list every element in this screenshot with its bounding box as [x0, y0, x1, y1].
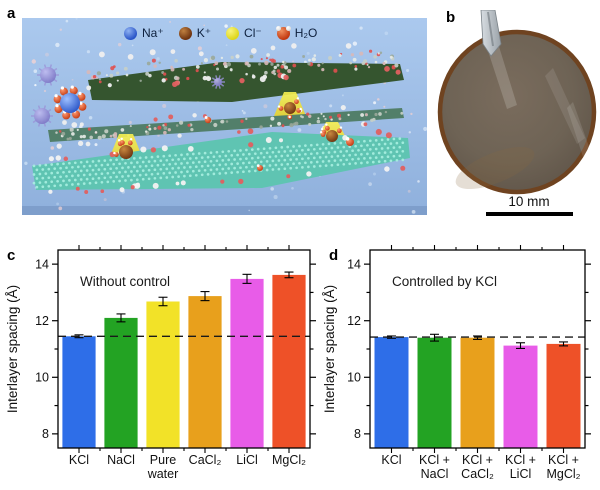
y-tick-label: 8 [42, 427, 49, 441]
x-category-label: LiCl [510, 467, 532, 481]
legend-label: Na⁺ [142, 26, 164, 40]
y-axis-label: Interlayer spacing (Å) [322, 285, 337, 413]
legend-item-k-ion: K⁺ [179, 26, 211, 40]
molecular-simulation-illustration [22, 18, 427, 215]
legend-label: H₂O [295, 26, 318, 40]
bars [62, 275, 305, 448]
x-category-label: KCl [381, 453, 401, 467]
hydrogen-atom-icon [276, 26, 281, 31]
bar-KCl +-CaCl₂ [461, 338, 495, 448]
bar-LiCl [230, 279, 263, 448]
y-tick-label: 10 [347, 371, 361, 385]
chart-title: Without control [80, 274, 170, 289]
cl-ion-icon [226, 27, 239, 40]
x-category-label: KCl + [419, 453, 450, 467]
panel-a-label: a [7, 6, 15, 21]
x-category-label: MgCl₂ [546, 467, 580, 481]
bar-KCl +-MgCl₂ [547, 344, 581, 448]
bar-Pure-water [146, 302, 179, 449]
hydrogen-atom-icon [286, 26, 291, 31]
y-tick-label: 12 [35, 314, 49, 328]
background-edge [22, 206, 427, 215]
x-category-label: KCl + [505, 453, 536, 467]
legend-label: Cl⁻ [244, 26, 262, 40]
bar-MgCl₂ [272, 275, 305, 448]
x-category-label: water [147, 467, 179, 481]
x-category-label: NaCl [107, 453, 135, 467]
bar-KCl [62, 336, 95, 448]
y-tick-label: 14 [347, 257, 361, 271]
chart-title: Controlled by KCl [392, 274, 497, 289]
scale-bar [486, 212, 573, 216]
bars [375, 337, 581, 448]
bar-KCl +-NaCl [418, 338, 452, 448]
bar-NaCl [104, 318, 137, 448]
y-tick-label: 10 [35, 371, 49, 385]
x-category-label: KCl + [548, 453, 579, 467]
bar-KCl +-LiCl [504, 346, 538, 448]
na-ion-icon [124, 27, 137, 40]
x-category-label: Pure [150, 453, 176, 467]
legend-label: K⁺ [197, 26, 211, 40]
legend-item-na-ion: Na⁺ [124, 26, 164, 40]
water-molecule-icon [277, 27, 290, 40]
x-category-label: CaCl₂ [461, 467, 494, 481]
legend-item-cl-ion: Cl⁻ [226, 26, 262, 40]
x-category-label: KCl + [462, 453, 493, 467]
membrane-photo-scene: 10 mm [435, 10, 600, 230]
k-ion-icon [179, 27, 192, 40]
ion-legend: Na⁺ K⁺ Cl⁻ H₂O [124, 26, 317, 40]
x-category-label: NaCl [421, 467, 449, 481]
membrane-photo: 10 mm [435, 10, 600, 230]
x-category-label: CaCl₂ [189, 453, 222, 467]
y-tick-label: 14 [35, 257, 49, 271]
x-category-label: LiCl [236, 453, 258, 467]
x-category-label: KCl [69, 453, 89, 467]
y-tick-label: 12 [347, 314, 361, 328]
y-tick-label: 8 [354, 427, 361, 441]
x-category-label: MgCl₂ [272, 453, 306, 467]
bar-CaCl₂ [188, 296, 221, 448]
legend-item-water-molecule: H₂O [277, 26, 318, 40]
bar-KCl [375, 337, 409, 448]
simulation-scene [22, 18, 427, 215]
scale-bar-label: 10 mm [508, 194, 549, 209]
y-axis-label: Interlayer spacing (Å) [5, 285, 20, 413]
